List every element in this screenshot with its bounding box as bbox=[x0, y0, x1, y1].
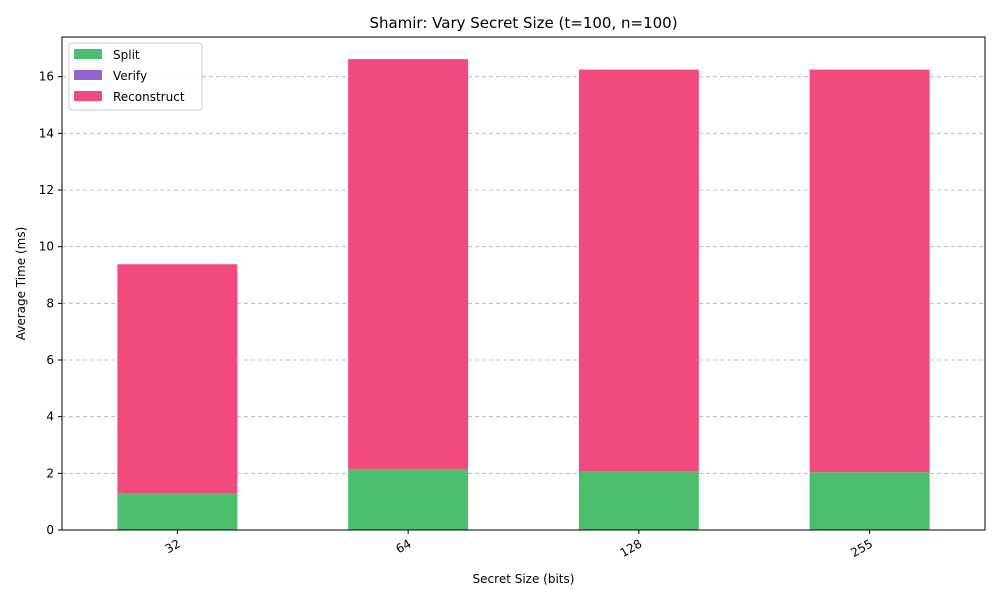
y-tick-label: 0 bbox=[46, 523, 54, 537]
legend-frame bbox=[68, 42, 203, 111]
x-tick-label: 32 bbox=[163, 536, 183, 556]
bar-split-64 bbox=[348, 469, 469, 530]
bar-reconstruct-255 bbox=[809, 69, 930, 473]
plot-frame bbox=[61, 36, 986, 531]
y-tick-label: 10 bbox=[39, 240, 54, 254]
y-tick-label: 12 bbox=[39, 183, 54, 197]
y-tick-label: 2 bbox=[46, 466, 54, 480]
bar-reconstruct-64 bbox=[348, 59, 469, 470]
legend-label-verify: Verify bbox=[113, 69, 147, 83]
legend-swatch-verify bbox=[74, 70, 102, 80]
y-axis-label: Average Time (ms) bbox=[14, 227, 28, 341]
legend-swatch-reconstruct bbox=[74, 91, 102, 101]
y-tick-label: 4 bbox=[46, 410, 54, 424]
legend-label-reconstruct: Reconstruct bbox=[113, 90, 185, 104]
bars bbox=[117, 59, 930, 530]
bar-reconstruct-128 bbox=[578, 69, 699, 472]
x-tick-label: 128 bbox=[618, 536, 645, 560]
y-tick-label: 6 bbox=[46, 353, 54, 367]
legend-label-split: Split bbox=[113, 48, 140, 62]
bar-split-32 bbox=[117, 493, 238, 530]
x-axis-label: Secret Size (bits) bbox=[473, 572, 575, 586]
x-axis-ticks: 32 64 128 255 bbox=[163, 530, 875, 560]
bar-reconstruct-32 bbox=[117, 264, 238, 494]
y-tick-label: 14 bbox=[39, 126, 54, 140]
bar-split-128 bbox=[578, 471, 699, 530]
y-tick-label: 16 bbox=[39, 70, 54, 84]
bar-split-255 bbox=[809, 472, 930, 530]
chart-title: Shamir: Vary Secret Size (t=100, n=100) bbox=[369, 14, 677, 32]
legend: Split Verify Reconstruct bbox=[68, 42, 203, 111]
y-axis-ticks: 0 2 4 6 8 10 12 14 16 bbox=[39, 70, 62, 537]
legend-swatch-split bbox=[74, 49, 102, 59]
x-tick-label: 255 bbox=[848, 536, 875, 560]
x-tick-label: 64 bbox=[393, 536, 413, 556]
y-tick-label: 8 bbox=[46, 296, 54, 310]
